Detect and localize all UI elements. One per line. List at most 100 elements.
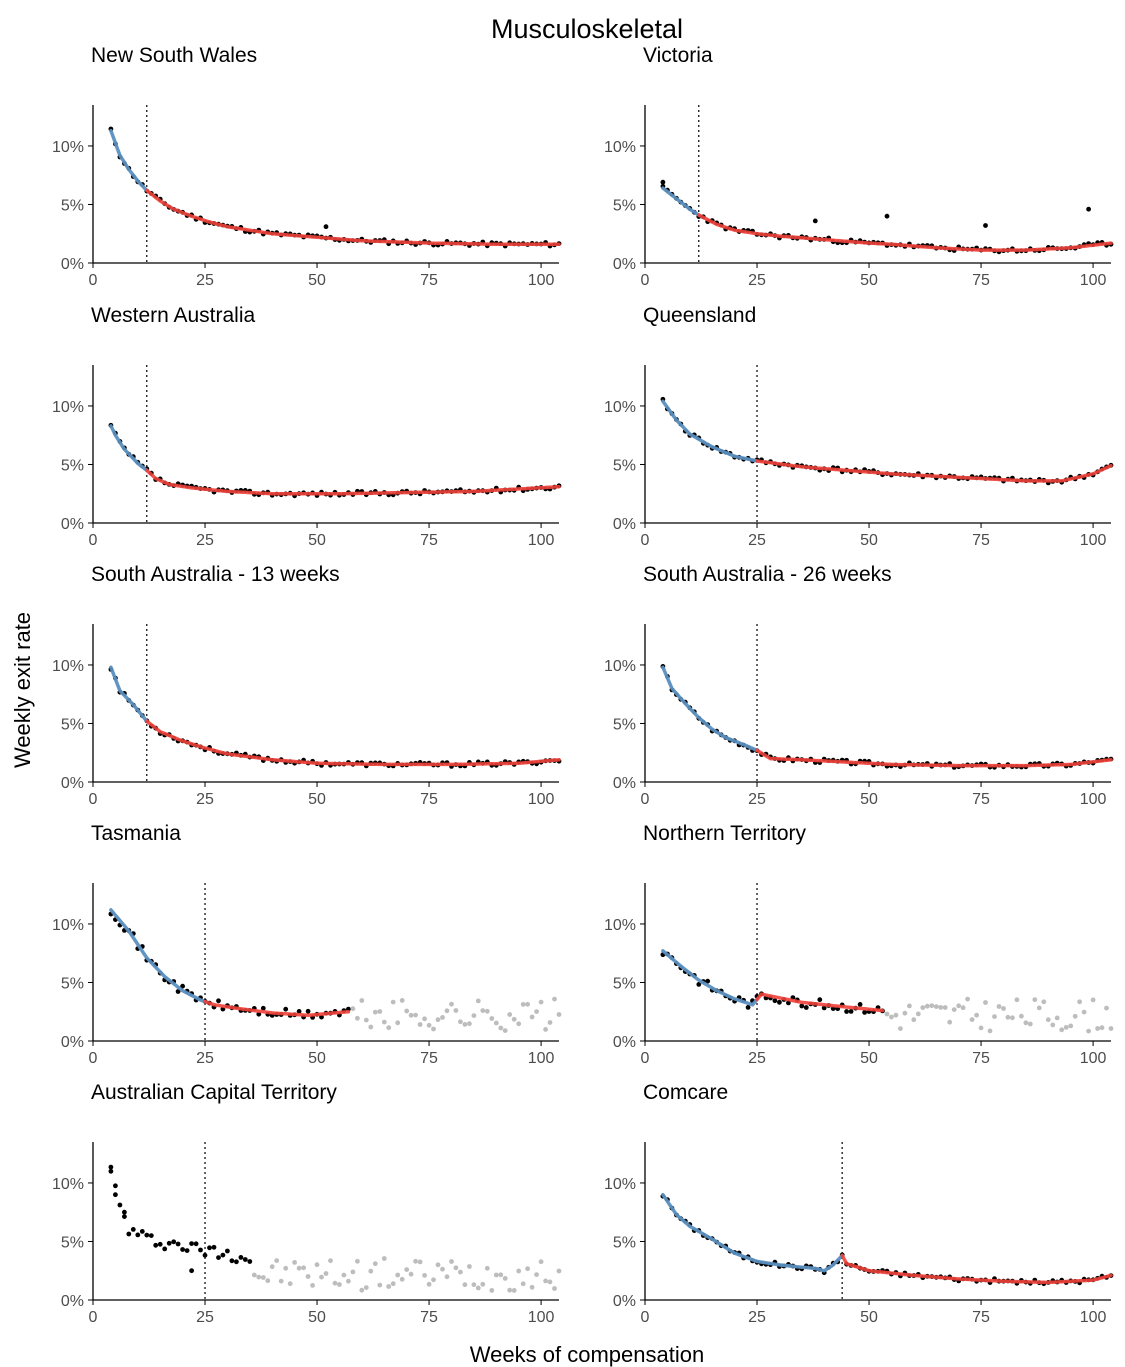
excluded-point bbox=[274, 1258, 280, 1263]
excluded-point bbox=[363, 1285, 369, 1290]
y-tick-label: 0% bbox=[61, 1293, 84, 1310]
excluded-point bbox=[974, 1012, 979, 1018]
outlier-point bbox=[323, 224, 329, 230]
y-tick-label: 5% bbox=[613, 716, 636, 733]
excluded-point bbox=[422, 1016, 427, 1022]
excluded-point bbox=[1099, 1025, 1105, 1031]
excluded-point bbox=[889, 1014, 894, 1020]
excluded-point bbox=[525, 1001, 530, 1007]
excluded-point bbox=[471, 1282, 477, 1288]
excluded-point bbox=[422, 1273, 427, 1278]
data-point bbox=[216, 1255, 221, 1260]
y-tick-label: 10% bbox=[52, 139, 84, 156]
fit-line-before-cutoff bbox=[661, 1192, 844, 1273]
data-point bbox=[108, 1164, 114, 1170]
panel-new-south-wales: New South Wales 0% 5% 10% 0 25 50 75 100 bbox=[52, 44, 562, 289]
x-tick-label: 75 bbox=[972, 1050, 990, 1067]
excluded-point bbox=[556, 1268, 562, 1274]
fit-line-before-cutoff bbox=[109, 908, 207, 1004]
panel-title: Tasmania bbox=[91, 822, 181, 845]
excluded-point bbox=[435, 1017, 441, 1023]
excluded-point bbox=[1081, 1009, 1087, 1015]
excluded-point bbox=[328, 1258, 333, 1264]
data-point bbox=[786, 1000, 791, 1006]
x-tick-label: 25 bbox=[196, 1050, 214, 1067]
excluded-point bbox=[395, 1272, 401, 1278]
excluded-point bbox=[341, 1272, 347, 1278]
excluded-point bbox=[417, 1259, 423, 1265]
x-tick-label: 100 bbox=[528, 532, 555, 549]
data-point bbox=[234, 1259, 239, 1265]
excluded-point bbox=[511, 1016, 517, 1022]
excluded-point bbox=[543, 1027, 548, 1032]
excluded-point bbox=[1077, 999, 1082, 1005]
excluded-point bbox=[511, 1288, 517, 1293]
excluded-point bbox=[1001, 1006, 1006, 1011]
data-point bbox=[175, 1241, 181, 1247]
excluded-point bbox=[520, 1002, 526, 1007]
excluded-point bbox=[390, 999, 396, 1005]
fit-line-before-cutoff bbox=[661, 949, 759, 1007]
excluded-point bbox=[915, 1011, 921, 1017]
panel-title: South Australia - 13 weeks bbox=[91, 563, 340, 586]
excluded-point bbox=[332, 1280, 338, 1286]
excluded-point bbox=[987, 1028, 993, 1034]
excluded-point bbox=[426, 1281, 432, 1287]
data-point bbox=[745, 1005, 751, 1010]
excluded-point bbox=[516, 1021, 522, 1027]
excluded-point bbox=[969, 1017, 975, 1022]
excluded-point bbox=[1086, 1028, 1091, 1034]
data-point bbox=[135, 1232, 141, 1238]
excluded-point bbox=[395, 1020, 401, 1026]
panel-title: Australian Capital Territory bbox=[91, 1081, 337, 1104]
excluded-point bbox=[399, 998, 405, 1003]
y-tick-label: 10% bbox=[52, 399, 84, 416]
outlier-point bbox=[108, 1168, 114, 1174]
excluded-point bbox=[440, 1266, 445, 1272]
fit-line-after-cutoff bbox=[145, 719, 561, 767]
excluded-point bbox=[507, 1287, 513, 1293]
excluded-point bbox=[390, 1281, 396, 1287]
excluded-point bbox=[408, 1012, 414, 1018]
data-point bbox=[122, 1214, 127, 1219]
x-tick-label: 0 bbox=[641, 532, 650, 549]
excluded-point bbox=[1059, 1027, 1065, 1033]
x-tick-label: 75 bbox=[972, 791, 990, 808]
y-tick-label: 5% bbox=[613, 457, 636, 474]
outlier-point bbox=[113, 1192, 118, 1198]
excluded-point bbox=[287, 1281, 293, 1287]
x-tick-label: 50 bbox=[860, 272, 878, 289]
excluded-point bbox=[924, 1003, 930, 1009]
excluded-point bbox=[1023, 1020, 1029, 1026]
data-point bbox=[848, 1009, 854, 1014]
y-tick-label: 5% bbox=[61, 1234, 84, 1251]
excluded-point bbox=[1095, 1026, 1100, 1031]
y-tick-label: 10% bbox=[52, 1176, 84, 1193]
fit-line-after-cutoff bbox=[145, 188, 561, 247]
data-point bbox=[247, 1259, 253, 1264]
excluded-point bbox=[467, 1021, 472, 1027]
x-tick-label: 50 bbox=[860, 1309, 878, 1326]
data-point bbox=[305, 1008, 311, 1014]
excluded-point bbox=[480, 1008, 486, 1013]
excluded-point bbox=[431, 1026, 436, 1032]
x-axis-label: Weeks of compensation bbox=[470, 1342, 704, 1367]
y-tick-label: 0% bbox=[613, 256, 636, 273]
excluded-point bbox=[992, 1014, 997, 1019]
panel-tasmania: Tasmania 0% 5% 10% 0 25 50 75 100 bbox=[52, 822, 562, 1067]
x-tick-label: 50 bbox=[308, 791, 326, 808]
data-point bbox=[193, 1241, 199, 1247]
excluded-point bbox=[355, 1015, 360, 1021]
data-point bbox=[198, 1247, 203, 1253]
panel-title: Northern Territory bbox=[643, 822, 806, 845]
y-tick-label: 5% bbox=[61, 975, 84, 992]
excluded-point bbox=[1072, 1013, 1078, 1019]
excluded-point bbox=[489, 1016, 495, 1021]
excluded-point bbox=[1036, 1005, 1042, 1011]
panel-victoria: Victoria 0% 5% 10% 0 25 50 75 100 bbox=[604, 44, 1114, 289]
excluded-point bbox=[381, 1019, 387, 1025]
excluded-point bbox=[305, 1274, 311, 1279]
outlier-point bbox=[884, 213, 890, 219]
data-point bbox=[260, 1005, 266, 1011]
